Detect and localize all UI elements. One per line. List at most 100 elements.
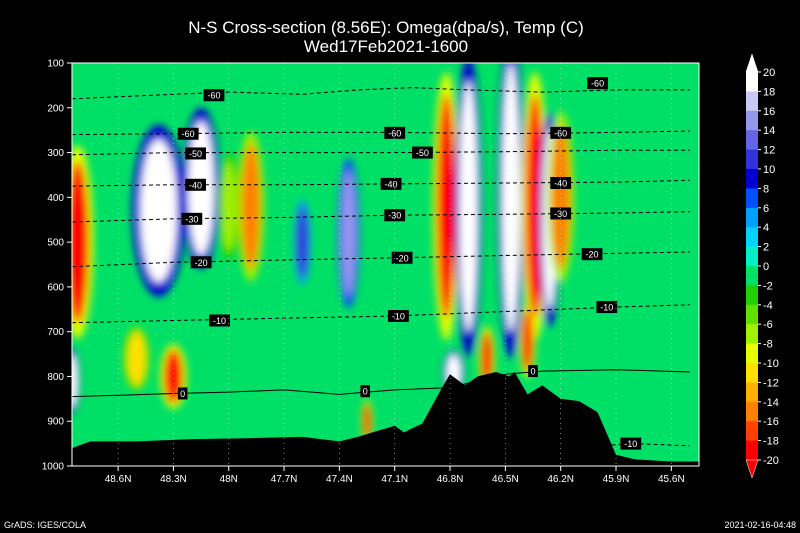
colorbar-swatch-7 (746, 207, 758, 228)
isotherm-label-0: -60 (207, 91, 220, 101)
isotherm-label-bg-21 (528, 365, 538, 378)
omega-core-0 (72, 161, 89, 323)
colorbar-top-arrow (745, 53, 759, 73)
x-tick-label-0: 48.6N (105, 474, 132, 485)
isotherm-label-bg-3 (384, 126, 406, 139)
isotherm-label-14: -20 (396, 253, 409, 263)
isotherm-label-bg-18 (596, 301, 618, 314)
colorbar-label-13: -6 (763, 319, 773, 331)
isotherm-label-bg-10 (181, 212, 203, 225)
isotherm-label-8: -40 (385, 179, 398, 189)
omega-core-13 (481, 331, 493, 386)
colorbar-swatch-5 (746, 169, 758, 189)
y-tick-label-2: 300 (47, 148, 64, 159)
isotherm-label-bg-1 (587, 77, 608, 90)
isotherm-label-bg-19 (177, 387, 188, 400)
colorbar-swatch-3 (746, 130, 758, 151)
omega-core-11 (437, 94, 456, 319)
plot-frame (71, 62, 700, 467)
isotherm-label-10: -30 (185, 214, 198, 224)
colorbar-label-8: 4 (763, 222, 769, 234)
isotherm-label-bg-7 (185, 178, 206, 191)
x-tick-label-5: 47.1N (381, 474, 408, 485)
colorbar-swatch-4 (746, 149, 758, 170)
isotherm-label-2: -60 (182, 129, 195, 139)
isotherm-label-bg-2 (177, 127, 199, 140)
x-tick-label-4: 47.4N (326, 474, 353, 485)
isotherm-line-2 (72, 149, 690, 156)
isotherm-label-22: -10 (624, 439, 637, 449)
colorbar-label-16: -12 (763, 377, 779, 389)
omega-core-1 (140, 139, 178, 283)
colorbar-label-18: -16 (763, 416, 779, 428)
y-tick-label-9: 1000 (42, 462, 65, 473)
footer-right: 2021-02-16-04:48 (724, 520, 796, 530)
y-tick-label-5: 600 (47, 282, 64, 293)
isotherm-label-bg-11 (384, 209, 406, 222)
omega-core-6 (127, 331, 146, 386)
x-tick-label-8: 46.2N (547, 474, 574, 485)
omega-core-18 (521, 309, 534, 372)
isotherm-label-bg-20 (360, 385, 371, 398)
colorbar-swatch-13 (746, 324, 758, 345)
isotherm-label-1: -60 (591, 79, 604, 89)
isotherm-label-13: -20 (195, 258, 208, 268)
isotherm-label-bg-16 (209, 314, 230, 327)
isotherm-label-bg-6 (411, 146, 433, 159)
isotherm-line-0 (72, 87, 690, 100)
colorbar-label-20: -20 (763, 455, 779, 467)
isotherm-label-bg-15 (581, 248, 603, 261)
colorbar-label-7: 6 (763, 203, 769, 215)
chart-subtitle: Wed17Feb2021-1600 (304, 37, 468, 56)
y-tick-label-8: 900 (47, 417, 64, 428)
colorbar-swatch-15 (746, 363, 758, 383)
chart-title: N-S Cross-section (8.56E): Omega(dpa/s),… (188, 18, 584, 37)
colorbar-label-9: 2 (763, 242, 769, 254)
omega-core-4 (241, 143, 261, 269)
colorbar-label-5: 10 (763, 164, 775, 176)
colorbar-bottom-arrow (745, 459, 759, 479)
omega-core-9 (363, 403, 371, 440)
isotherm-label-bg-17 (388, 309, 409, 322)
colorbar-label-19: -18 (763, 436, 779, 448)
omega-core-8 (341, 170, 356, 296)
x-tick-label-9: 45.9N (603, 474, 630, 485)
colorbar-swatch-17 (746, 401, 758, 422)
x-tick-label-6: 46.8N (437, 474, 464, 485)
colorbar-swatch-9 (746, 246, 758, 267)
isotherm-label-19: 0 (180, 389, 185, 399)
omega-core-17 (551, 125, 570, 269)
omega-core-14 (501, 63, 521, 332)
colorbar-label-10: 0 (763, 261, 769, 273)
omega-core-12 (459, 80, 478, 332)
isotherm-label-bg-13 (190, 256, 212, 269)
colorbar-swatch-11 (746, 285, 758, 306)
colorbar-swatch-12 (746, 304, 758, 325)
y-tick-label-0: 100 (47, 59, 64, 70)
colorbar-label-3: 14 (763, 125, 775, 137)
y-tick-label-6: 700 (47, 327, 64, 338)
isotherm-label-16: -10 (213, 316, 226, 326)
omega-core-15 (525, 94, 545, 319)
x-tick-label-1: 48.3N (160, 474, 187, 485)
isotherm-label-17: -10 (392, 311, 405, 321)
y-tick-label-4: 500 (47, 238, 64, 249)
x-tick-label-2: 48N (220, 474, 238, 485)
colorbar-label-14: -8 (763, 339, 773, 351)
omega-core-7 (72, 354, 78, 408)
colorbar-label-12: -4 (763, 300, 773, 312)
isotherm-label-bg-0 (203, 89, 225, 102)
x-tick-label-3: 47.7N (271, 474, 298, 485)
colorbar-label-15: -10 (763, 358, 779, 370)
isotherm-label-5: -50 (189, 149, 202, 159)
terrain (72, 372, 699, 466)
colorbar-label-17: -14 (763, 397, 779, 409)
colorbar-swatch-2 (746, 110, 758, 131)
colorbar-swatch-6 (746, 188, 758, 209)
colorbar-swatch-0 (746, 72, 758, 92)
isotherm-label-bg-5 (185, 147, 206, 160)
isotherm-label-15: -20 (586, 250, 599, 260)
isotherm-label-11: -30 (388, 211, 401, 221)
y-tick-label-3: 400 (47, 193, 64, 204)
